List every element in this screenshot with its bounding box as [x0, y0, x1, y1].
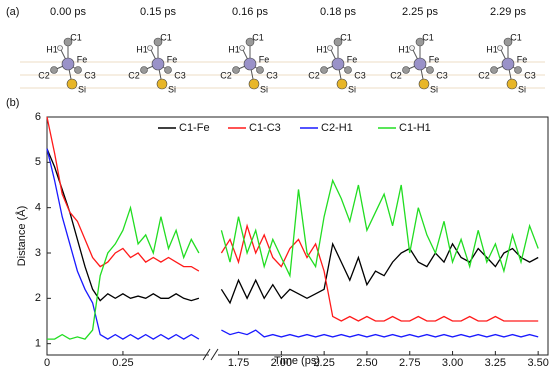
atom-label: C2 [128, 70, 140, 80]
atom [414, 58, 426, 70]
atom [498, 46, 503, 51]
atom [321, 67, 328, 74]
atom-label: Si [348, 84, 356, 94]
atom-label: C3 [84, 70, 96, 80]
legend-label: C2-H1 [321, 122, 353, 134]
atom [337, 79, 347, 89]
x-tick-label: 3.00 [442, 357, 463, 367]
y-tick-label: 4 [35, 202, 41, 214]
atom-label: C2 [38, 70, 50, 80]
atom [233, 67, 240, 74]
atom [491, 67, 498, 74]
panel-label: (a) [6, 6, 19, 18]
atom-label: Si [78, 84, 86, 94]
atom [507, 79, 517, 89]
atom-label: Fe [429, 54, 440, 64]
atom [165, 67, 172, 74]
atom [257, 67, 264, 74]
legend-label: C1-Fe [179, 122, 210, 134]
atom-label: C1 [422, 32, 434, 42]
atom-label: H1 [398, 44, 410, 54]
atom [141, 67, 148, 74]
figure: (a) (b) Time (ps) Distance (Å) 0.00 psC1… [0, 0, 551, 367]
atom-label: C3 [524, 70, 536, 80]
atom [403, 67, 410, 74]
atom [502, 58, 514, 70]
atom-label: Fe [347, 54, 358, 64]
atom-label: C2 [478, 70, 490, 80]
x-tick-label: 2.75 [399, 357, 420, 367]
legend-label: C1-H1 [399, 122, 431, 134]
snapshot-time: 0.18 ps [320, 6, 357, 18]
atom [515, 67, 522, 74]
atom [244, 58, 256, 70]
atom [75, 67, 82, 74]
atom-label: Si [168, 84, 176, 94]
atom [249, 79, 259, 89]
x-tick-label: 2.00 [271, 357, 292, 367]
x-tick-label: 0.25 [112, 357, 133, 367]
atom [419, 79, 429, 89]
atom-label: Fe [167, 54, 178, 64]
atom-label: C2 [308, 70, 320, 80]
y-tick-label: 3 [35, 247, 41, 259]
y-tick-label: 1 [35, 338, 41, 350]
atom-label: C2 [390, 70, 402, 80]
atom [157, 79, 167, 89]
atom [62, 58, 74, 70]
atom-label: C1 [510, 32, 522, 42]
atom [328, 46, 333, 51]
atom [410, 46, 415, 51]
atom-label: C1 [70, 32, 82, 42]
atom [148, 46, 153, 51]
atom [240, 46, 245, 51]
x-tick-label: 2.50 [356, 357, 377, 367]
snapshot-time: 2.29 ps [490, 6, 527, 18]
atom-label: Si [260, 84, 268, 94]
x-tick-label: 0 [44, 357, 50, 367]
atom-label: H1 [316, 44, 328, 54]
y-tick-label: 5 [35, 156, 41, 168]
legend-label: C1-C3 [249, 122, 281, 134]
atom-label: C3 [436, 70, 448, 80]
atom-label: C3 [354, 70, 366, 80]
atom-label: C1 [252, 32, 264, 42]
atom-label: Si [430, 84, 438, 94]
atom-label: C2 [220, 70, 232, 80]
atom-label: H1 [46, 44, 58, 54]
x-tick-label: 1.75 [228, 357, 249, 367]
x-tick-label: 3.25 [485, 357, 506, 367]
atom-label: H1 [228, 44, 240, 54]
atom-label: C1 [160, 32, 172, 42]
y-axis-label: Distance (Å) [15, 206, 28, 267]
atom-label: C3 [174, 70, 186, 80]
atom [67, 79, 77, 89]
atom-label: Fe [77, 54, 88, 64]
atom-label: Si [518, 84, 526, 94]
atom-label: Fe [259, 54, 270, 64]
atom [58, 46, 63, 51]
atom [332, 58, 344, 70]
atom [152, 58, 164, 70]
atom [427, 67, 434, 74]
snapshot-time: 0.16 ps [232, 6, 269, 18]
y-tick-label: 2 [35, 292, 41, 304]
x-tick-label: 3.50 [527, 357, 548, 367]
atom [51, 67, 58, 74]
atom-label: H1 [136, 44, 148, 54]
y-tick-label: 6 [35, 111, 41, 123]
snapshot-time: 0.00 ps [50, 6, 87, 18]
panel-label: (b) [6, 97, 19, 109]
atom-label: H1 [486, 44, 498, 54]
atom-label: C3 [266, 70, 278, 80]
atom-label: Fe [517, 54, 528, 64]
atom [345, 67, 352, 74]
atom-label: C1 [340, 32, 352, 42]
snapshot-time: 2.25 ps [402, 6, 439, 18]
snapshot-time: 0.15 ps [140, 6, 177, 18]
x-tick-label: 2.25 [313, 357, 334, 367]
